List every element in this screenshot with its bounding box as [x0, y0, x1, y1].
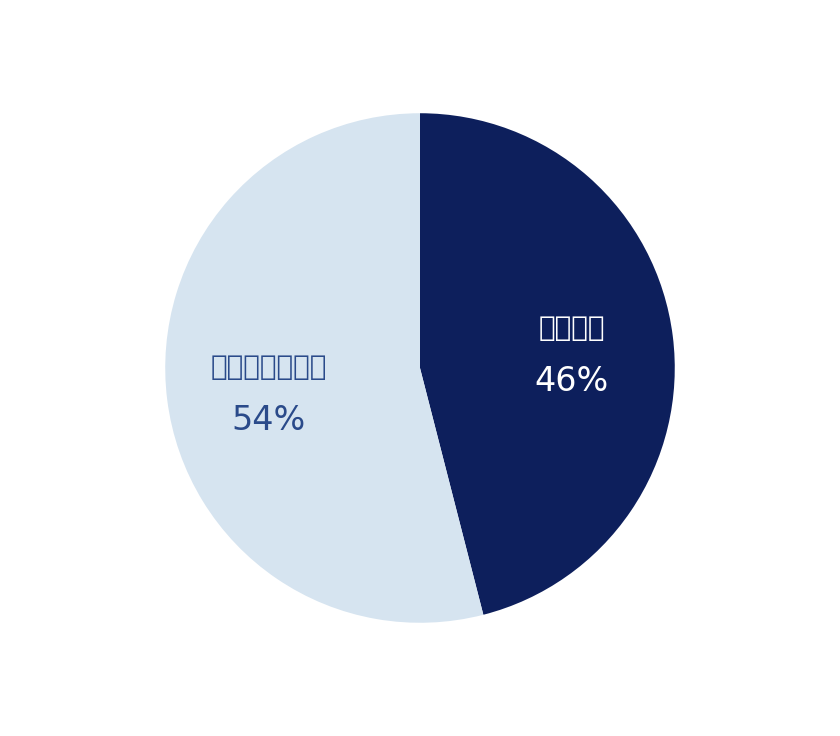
Wedge shape: [165, 113, 483, 623]
Text: 上がらなかった: 上がらなかった: [210, 353, 327, 381]
Wedge shape: [420, 113, 675, 615]
Text: 54%: 54%: [231, 404, 306, 436]
Text: 上がった: 上がった: [538, 314, 605, 342]
Text: 46%: 46%: [534, 366, 609, 398]
